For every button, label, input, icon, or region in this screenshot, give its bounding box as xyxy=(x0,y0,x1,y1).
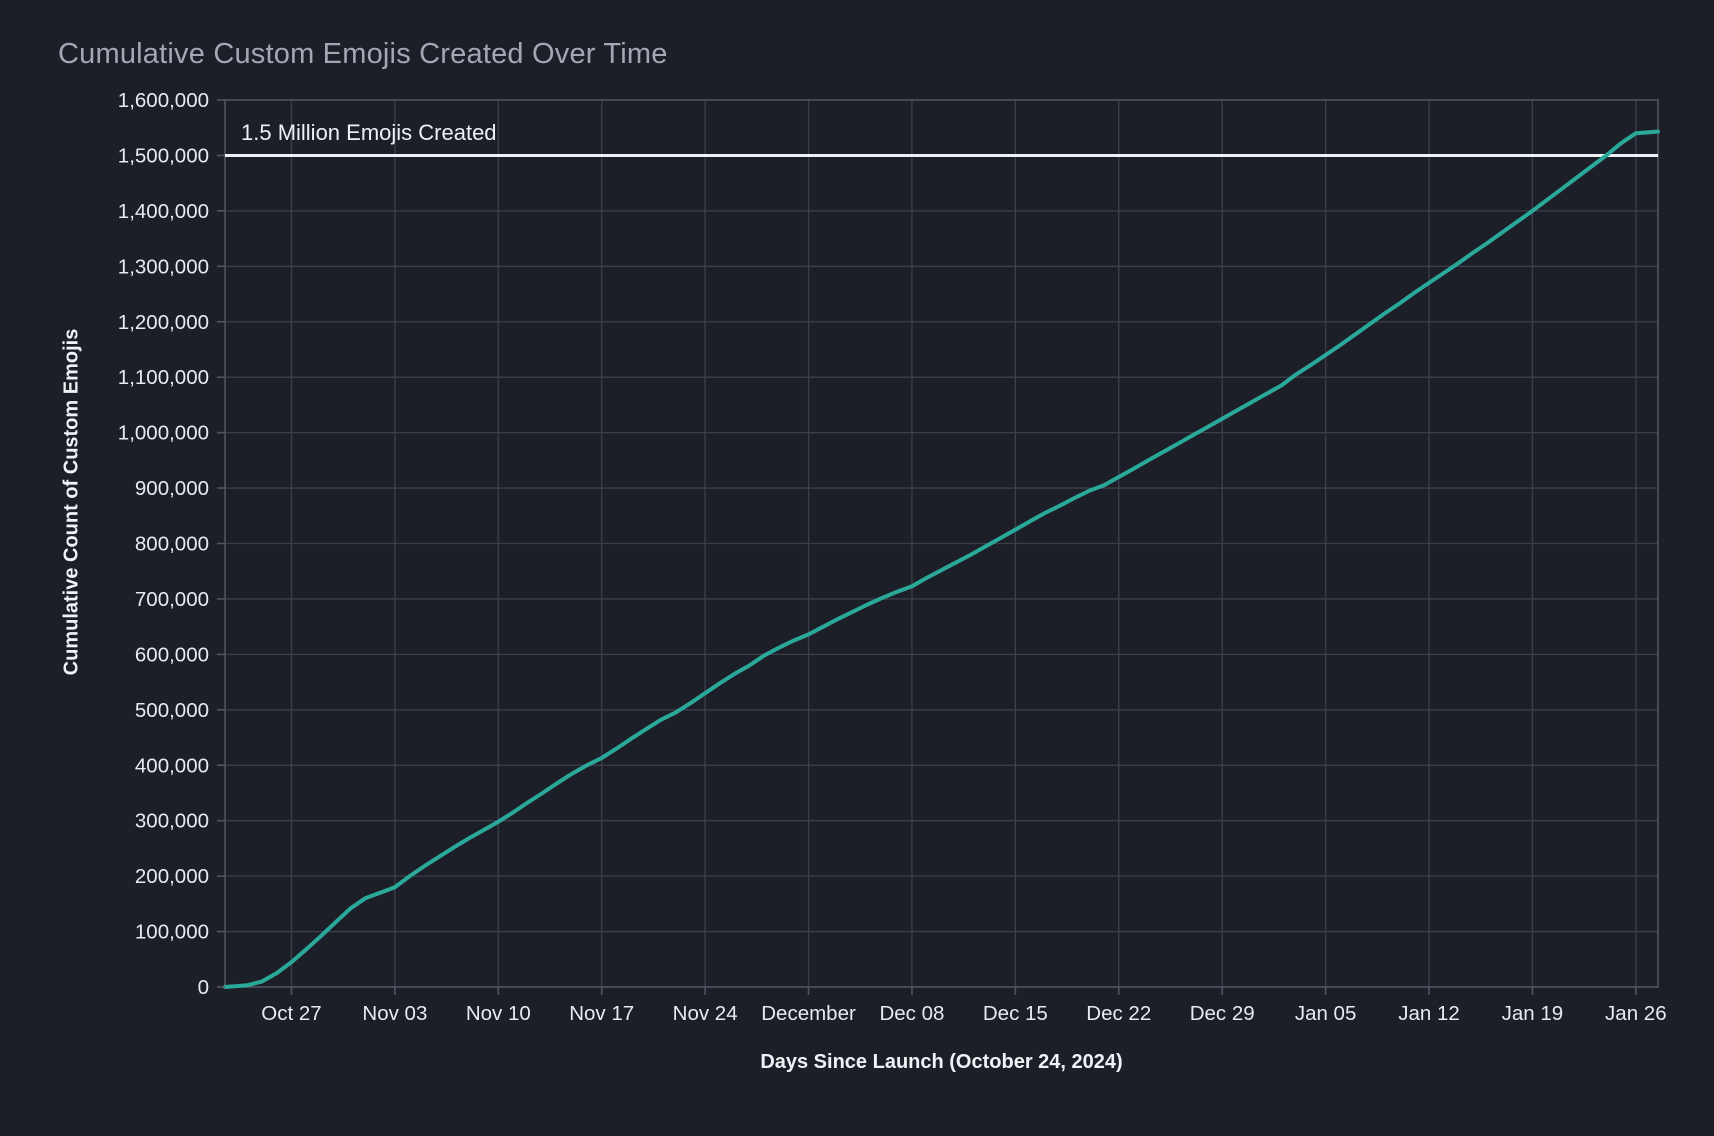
x-tick-label: Nov 03 xyxy=(362,1002,427,1025)
y-tick-label: 300,000 xyxy=(135,810,209,833)
y-tick-label: 1,300,000 xyxy=(118,255,209,278)
x-tick-label: Jan 26 xyxy=(1605,1002,1667,1025)
y-tick-label: 400,000 xyxy=(135,754,209,777)
y-tick-label: 100,000 xyxy=(135,921,209,944)
y-tick-label: 1,200,000 xyxy=(118,311,209,334)
x-tick-label: Jan 12 xyxy=(1398,1002,1460,1025)
chart-title: Cumulative Custom Emojis Created Over Ti… xyxy=(58,38,668,70)
y-tick-label: 1,500,000 xyxy=(118,144,209,167)
x-tick-label: Dec 15 xyxy=(983,1002,1048,1025)
x-tick-label: December xyxy=(761,1002,856,1025)
x-tick-label: Dec 29 xyxy=(1190,1002,1255,1025)
reference-line-label: 1.5 Million Emojis Created xyxy=(241,120,497,145)
x-tick-label: Nov 24 xyxy=(673,1002,738,1025)
y-tick-label: 600,000 xyxy=(135,643,209,666)
x-tick-label: Nov 10 xyxy=(466,1002,531,1025)
y-tick-label: 900,000 xyxy=(135,477,209,500)
y-tick-label: 700,000 xyxy=(135,588,209,611)
y-tick-label: 500,000 xyxy=(135,699,209,722)
y-tick-label: 0 xyxy=(198,976,209,999)
y-tick-label: 1,000,000 xyxy=(118,422,209,445)
x-axis-title: Days Since Launch (October 24, 2024) xyxy=(760,1051,1123,1073)
x-tick-label: Jan 19 xyxy=(1502,1002,1564,1025)
x-tick-label: Oct 27 xyxy=(261,1002,321,1025)
series-line xyxy=(223,129,1660,989)
x-tick-label: Dec 22 xyxy=(1086,1002,1151,1025)
x-tick-label: Dec 08 xyxy=(879,1002,944,1025)
y-tick-label: 1,400,000 xyxy=(118,200,209,223)
x-tick-label: Nov 17 xyxy=(569,1002,634,1025)
x-tick-label: Jan 05 xyxy=(1295,1002,1357,1025)
y-tick-label: 1,600,000 xyxy=(118,89,209,112)
y-tick-label: 1,100,000 xyxy=(118,366,209,389)
y-tick-label: 200,000 xyxy=(135,865,209,888)
y-tick-label: 800,000 xyxy=(135,533,209,556)
